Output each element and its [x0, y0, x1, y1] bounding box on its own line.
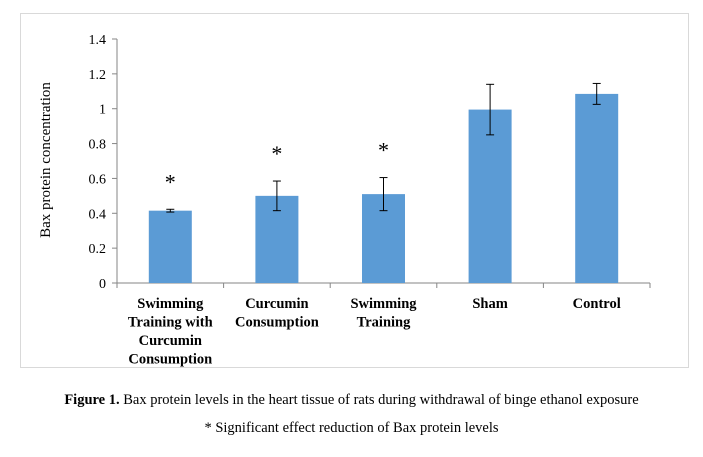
x-category-label: Swimming Training with Curcumin Consumption	[128, 296, 213, 368]
y-tick-label: 0.2	[89, 242, 107, 257]
y-tick-label: 0.6	[89, 172, 107, 187]
x-category-label-line: Training	[357, 315, 411, 331]
x-axis: Swimming Training with Curcumin Consumption…	[116, 282, 651, 368]
chart-frame	[20, 13, 689, 368]
significance-star: *	[165, 169, 176, 194]
x-category-label: Control	[573, 296, 621, 312]
x-category-label-line: Consumption	[235, 315, 319, 331]
bar	[575, 93, 619, 284]
bar-chart: 0 0.2 0.4 0.6 0.8 1 1.2 1.4 Swimming Training wi…	[38, 33, 651, 368]
bar	[148, 210, 192, 283]
significance-star: *	[271, 141, 282, 166]
x-category-label-line: Control	[573, 296, 621, 312]
x-category-label-line: Consumption	[128, 352, 212, 368]
figure-caption-note: * Significant effect reduction of Bax pr…	[204, 420, 499, 436]
x-category-label-line: Curcumin	[139, 333, 202, 349]
y-axis: 0 0.2 0.4 0.6 0.8 1 1.2 1.4	[89, 33, 118, 292]
error-bars	[166, 82, 601, 213]
figure-caption: Figure 1. Bax protein levels in the hear…	[0, 392, 703, 409]
y-tick-label: 1.4	[89, 33, 107, 48]
x-category-label-line: Sham	[472, 296, 507, 312]
significance-markers: * * *	[165, 138, 389, 195]
y-tick-label: 0.8	[89, 138, 107, 153]
y-tick-label: 0.4	[89, 207, 107, 222]
x-category-label: Sham	[472, 296, 507, 312]
figure-caption-label: Figure 1.	[64, 392, 120, 408]
significance-star: *	[378, 138, 389, 163]
x-category-label: Curcumin Consumption	[235, 296, 319, 331]
x-category-label-line: Swimming	[350, 296, 417, 312]
figure-caption-text: Bax protein levels in the heart tissue o…	[119, 392, 639, 408]
y-tick-label: 0	[99, 277, 106, 292]
x-category-label-line: Training with	[128, 315, 213, 331]
y-tick-label: 1.2	[89, 68, 107, 83]
x-category-label-line: Swimming	[137, 296, 204, 312]
x-category-label: Swimming Training	[350, 296, 417, 331]
bar	[468, 109, 512, 283]
x-category-label-line: Curcumin	[245, 296, 308, 312]
y-tick-label: 1	[99, 103, 106, 118]
y-axis-title: Bax protein concentration	[38, 82, 54, 238]
